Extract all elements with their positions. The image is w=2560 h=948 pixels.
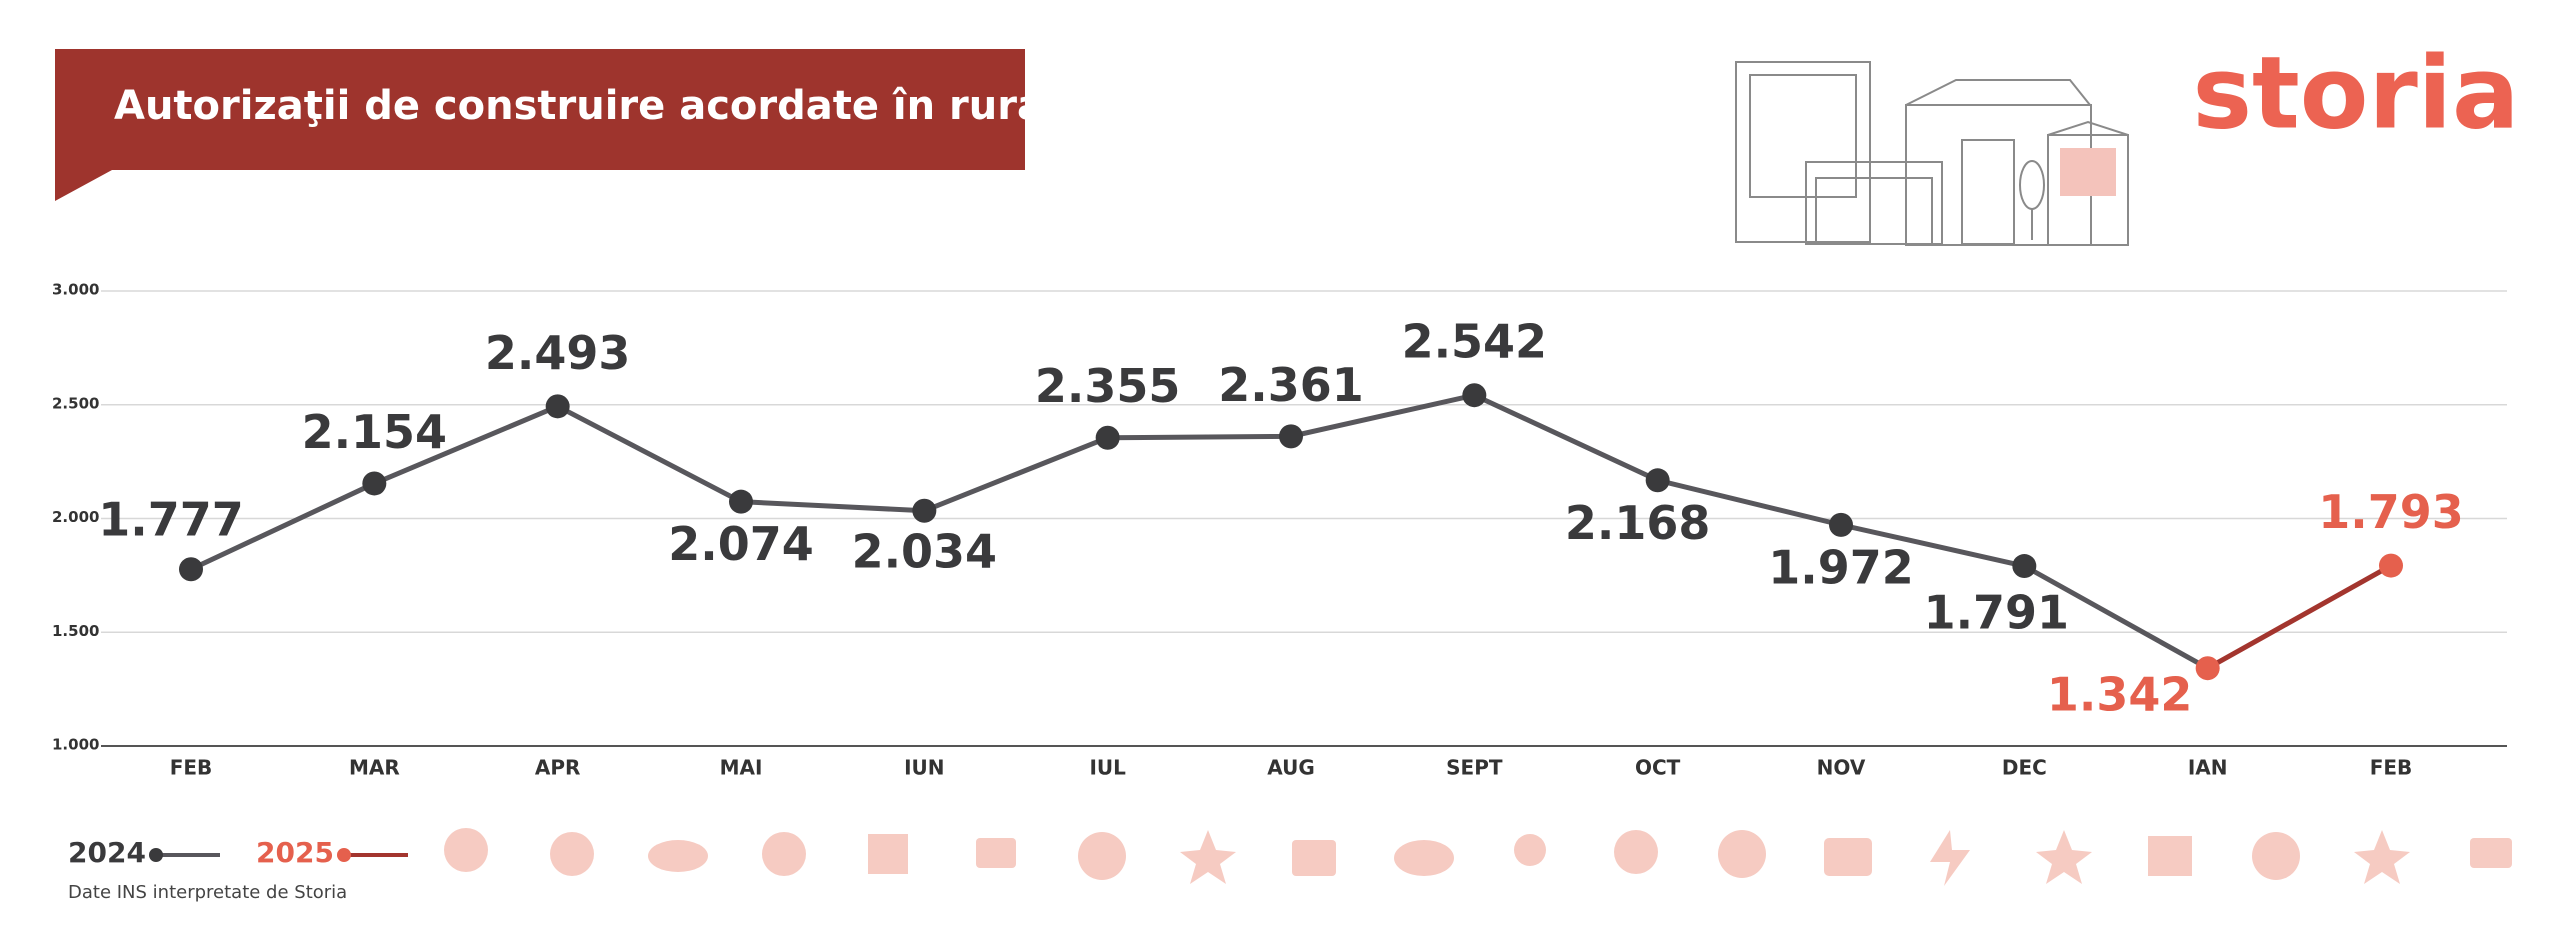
house-illustration (1735, 61, 2129, 246)
data-label: 2.542 (1402, 315, 1548, 369)
data-point (2379, 553, 2403, 578)
data-point (362, 471, 387, 496)
data-label: 2.168 (1565, 496, 1711, 550)
x-tick-label: SEPT (1446, 756, 1503, 780)
legend-marker (149, 848, 163, 862)
data-point (1462, 383, 1487, 408)
x-tick-label: DEC (2002, 756, 2047, 780)
data-point (1829, 512, 1853, 537)
x-tick-label: FEB (170, 756, 213, 780)
series-line (189, 392, 2025, 572)
data-label: 1.793 (2318, 485, 2464, 539)
x-tick-label: IUN (904, 756, 944, 780)
data-point (1645, 468, 1670, 493)
x-tick-label: IUL (1089, 756, 1126, 780)
data-label: 1.777 (98, 493, 244, 547)
x-tick-label: IAN (2188, 756, 2228, 780)
legend-label: 2025 (256, 836, 334, 869)
data-point (729, 489, 753, 514)
data-point (912, 498, 937, 523)
data-label: 2.493 (485, 326, 631, 380)
series-line (2206, 563, 2393, 671)
data-point (179, 557, 203, 582)
data-label: 2.154 (302, 405, 448, 459)
decorative-icons (444, 828, 2512, 886)
source-note: Date INS interpretate de Storia (68, 882, 347, 903)
legend-label: 2024 (68, 836, 146, 869)
title-banner (55, 49, 1025, 201)
x-tick-label: APR (535, 756, 581, 780)
y-tick-label: 1.500 (52, 622, 99, 640)
x-tick-label: MAI (720, 756, 763, 780)
brand-logo: storia (2192, 34, 2519, 151)
y-tick-label: 2.000 (52, 508, 99, 526)
data-label: 1.342 (2047, 668, 2193, 722)
x-tick-label: OCT (1635, 756, 1681, 780)
y-tick-label: 1.000 (52, 736, 99, 754)
data-point (545, 394, 570, 419)
data-label: 1.972 (1768, 540, 1914, 594)
data-label: 2.034 (852, 524, 998, 578)
data-point (2195, 656, 2220, 681)
y-tick-label: 2.500 (52, 394, 99, 412)
y-tick-label: 3.000 (52, 281, 99, 299)
data-label: 2.074 (668, 517, 814, 571)
legend-marker (337, 848, 351, 862)
data-point (1279, 424, 1303, 449)
data-label: 2.361 (1218, 358, 1364, 412)
series-connector (2023, 563, 2209, 671)
chart-title: Autorizaţii de construire acordate în ru… (114, 83, 1058, 129)
data-label: 2.355 (1035, 359, 1181, 413)
data-label: 1.791 (1924, 586, 2070, 640)
x-tick-label: MAR (349, 756, 400, 780)
data-point (2012, 554, 2037, 579)
data-point (1095, 425, 1120, 450)
x-tick-label: NOV (1817, 756, 1866, 780)
x-tick-label: FEB (2370, 756, 2413, 780)
x-tick-label: AUG (1267, 756, 1315, 780)
